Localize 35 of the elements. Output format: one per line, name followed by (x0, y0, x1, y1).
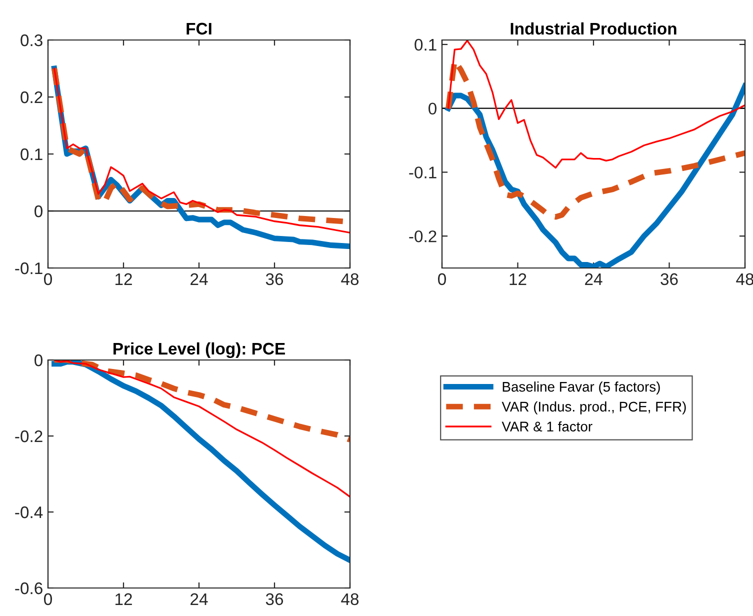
y-tick-label: -0.2 (409, 230, 436, 242)
y-tick-label: -0.1 (15, 262, 42, 274)
y-tick-label: 0 (34, 354, 42, 366)
x-tick-label: 36 (266, 593, 284, 606)
y-tick-label: -0.2 (15, 430, 42, 442)
legend-label: Baseline Favar (5 factors) (502, 382, 660, 394)
x-tick-label: 0 (438, 273, 446, 286)
x-tick-label: 24 (585, 273, 602, 285)
y-tick-label: 0 (428, 102, 436, 115)
x-tick-label: 0 (44, 593, 52, 606)
x-tick-label: 12 (116, 273, 132, 285)
y-tick-label: 0.3 (20, 34, 42, 46)
y-tick-label: 0.2 (20, 91, 42, 104)
x-tick-label: 24 (190, 273, 208, 285)
y-tick-label: 0.1 (414, 38, 436, 51)
y-tick-label: -0.6 (15, 582, 42, 594)
x-tick-label: 36 (660, 273, 678, 286)
chart-title: Price Level (log): PCE (114, 342, 285, 358)
x-tick-label: 12 (510, 273, 526, 285)
line-series (53, 360, 350, 498)
line-series (447, 40, 745, 169)
x-tick-label: 48 (341, 273, 359, 286)
chart-title: FCI (186, 22, 212, 35)
x-tick-label: 0 (44, 273, 52, 286)
y-tick-label: -0.4 (15, 506, 43, 518)
chart-title: Industrial Production (510, 22, 676, 35)
x-tick-label: 48 (341, 593, 359, 606)
legend-label: VAR (Indus. prod., PCE, FFR) (502, 401, 686, 414)
y-tick-label: 0 (34, 205, 42, 218)
y-tick-label: -0.1 (409, 166, 436, 178)
x-tick-label: 24 (190, 593, 208, 605)
y-tick-label: 0.1 (20, 148, 42, 160)
x-tick-label: 36 (266, 273, 284, 286)
x-tick-label: 12 (116, 593, 132, 605)
legend-label: VAR & 1 factor (502, 421, 592, 432)
